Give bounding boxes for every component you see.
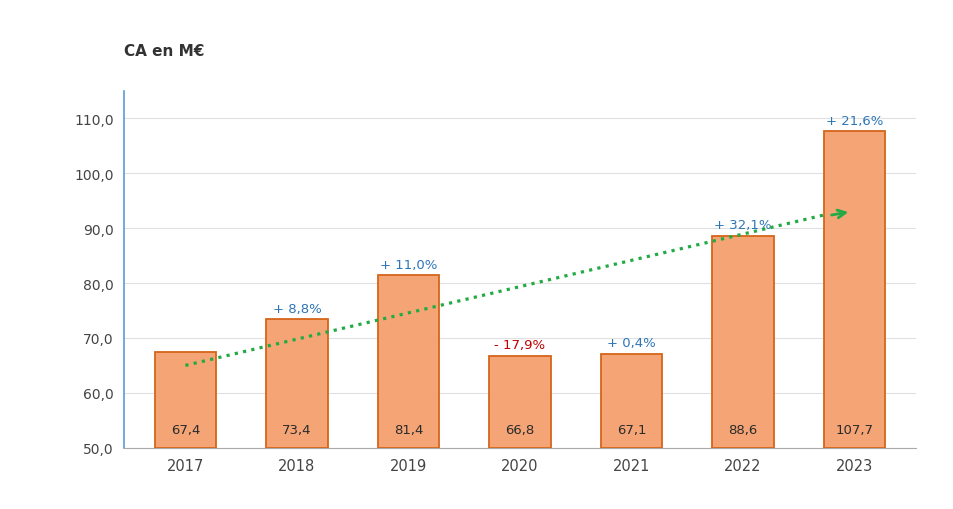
- Text: + 21,6%: + 21,6%: [825, 115, 882, 127]
- Text: - 17,9%: - 17,9%: [494, 338, 545, 351]
- Bar: [712, 236, 773, 448]
- Bar: [823, 132, 884, 448]
- Text: 73,4: 73,4: [282, 423, 312, 436]
- Text: 66,8: 66,8: [505, 423, 534, 436]
- Bar: [266, 320, 327, 448]
- Bar: [600, 354, 661, 448]
- Text: + 32,1%: + 32,1%: [714, 219, 771, 232]
- Text: 88,6: 88,6: [727, 423, 757, 436]
- Text: + 0,4%: + 0,4%: [606, 337, 655, 350]
- Text: CA en M€: CA en M€: [124, 44, 204, 59]
- Text: 107,7: 107,7: [835, 423, 873, 436]
- Bar: [489, 356, 550, 448]
- Text: + 11,0%: + 11,0%: [379, 259, 436, 271]
- Text: 67,4: 67,4: [171, 423, 200, 436]
- Text: + 8,8%: + 8,8%: [273, 302, 321, 315]
- Text: 81,4: 81,4: [394, 423, 422, 436]
- Text: 67,1: 67,1: [616, 423, 645, 436]
- Bar: [154, 353, 215, 448]
- Bar: [377, 276, 438, 448]
